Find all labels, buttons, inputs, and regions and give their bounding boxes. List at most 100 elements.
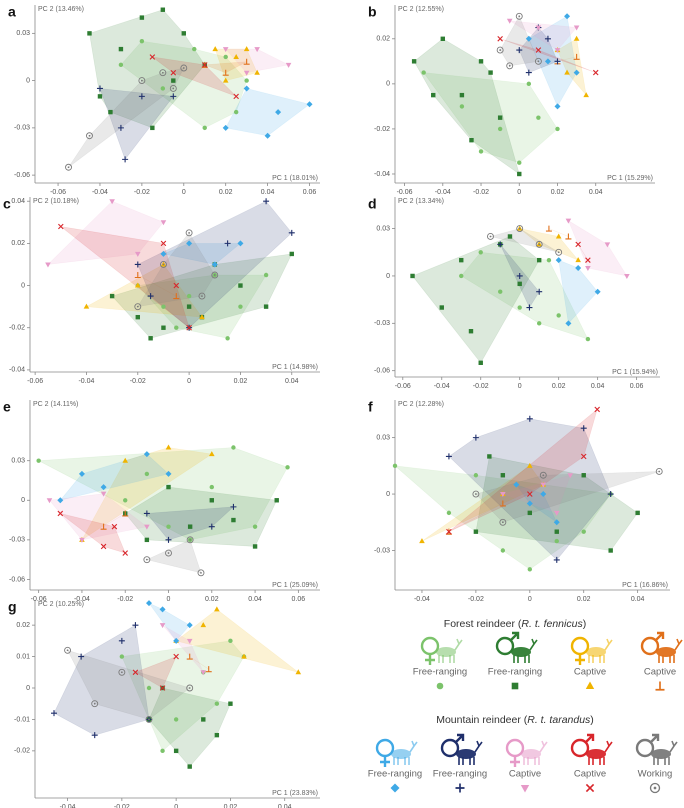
x-tick-label: 0.04 — [278, 804, 292, 808]
point — [228, 638, 233, 644]
point — [525, 35, 532, 42]
legend-item: Captive — [505, 738, 548, 793]
center-dot — [658, 470, 661, 473]
point — [146, 685, 152, 691]
y-tick-label: 0.02 — [11, 240, 25, 247]
y-tick-label: 0 — [21, 497, 25, 504]
square — [187, 764, 192, 769]
dot — [536, 115, 541, 120]
point — [171, 78, 176, 83]
point — [431, 92, 436, 98]
square — [108, 109, 113, 115]
dot — [478, 250, 483, 255]
triangle — [208, 451, 215, 457]
panel: -0.06 -0.04 -0.02 0 0.02 0.04-0.04-0.0200.020… — [3, 196, 320, 385]
point — [222, 47, 229, 53]
legend-marker — [649, 782, 661, 794]
center-dot — [501, 521, 504, 524]
point — [555, 233, 562, 239]
square — [431, 92, 436, 98]
center-dot — [161, 71, 164, 74]
sex-symbol-arrow — [510, 631, 520, 641]
cross — [594, 406, 600, 413]
point — [580, 453, 587, 460]
point — [186, 536, 194, 544]
x-tick-label: -0.02 — [473, 383, 489, 390]
ring — [649, 782, 661, 794]
point — [498, 289, 503, 294]
plus — [554, 58, 561, 65]
point — [555, 248, 563, 256]
point — [263, 272, 269, 278]
sex-symbol — [570, 636, 590, 656]
plus — [117, 124, 124, 131]
point — [160, 261, 167, 268]
sex-symbol-stem — [380, 756, 390, 767]
point — [575, 265, 582, 272]
y-tick-label: -0.03 — [374, 320, 390, 327]
diamond — [555, 257, 562, 264]
ring — [186, 684, 194, 692]
point — [186, 653, 193, 660]
point — [230, 503, 237, 510]
point — [635, 510, 640, 516]
point — [231, 517, 236, 523]
ring — [515, 12, 523, 20]
point — [264, 132, 271, 139]
triangle — [83, 303, 90, 309]
x-tick-label: 0.02 — [551, 189, 565, 196]
dot — [139, 39, 145, 44]
diamond — [160, 250, 167, 257]
triangle — [212, 46, 219, 52]
point — [536, 288, 543, 295]
point — [165, 549, 172, 557]
y-tick-label: 0 — [21, 282, 25, 289]
point — [201, 717, 206, 722]
perp — [134, 272, 141, 279]
point — [139, 39, 145, 44]
triangle-down — [79, 537, 85, 543]
point — [214, 732, 220, 738]
ring — [516, 225, 524, 233]
x-tick-label: -0.06 — [50, 189, 66, 196]
point — [252, 544, 258, 549]
point — [289, 251, 294, 257]
point — [208, 451, 215, 457]
legend-label: Free-ranging — [488, 667, 542, 678]
point — [187, 524, 193, 529]
point — [564, 69, 570, 75]
x-tick-label: 0.04 — [591, 383, 605, 390]
square — [511, 682, 519, 690]
cross — [233, 93, 239, 100]
diamond — [186, 622, 193, 629]
point — [46, 498, 53, 504]
point — [173, 748, 179, 754]
ring — [159, 69, 167, 77]
point — [604, 242, 611, 248]
sex-symbol — [505, 738, 525, 758]
point — [118, 62, 124, 68]
point — [187, 764, 192, 769]
square — [410, 273, 415, 279]
dot — [263, 272, 269, 278]
triangle — [241, 653, 247, 659]
perp — [205, 666, 212, 673]
point — [198, 292, 206, 300]
y-tick-label: 0 — [26, 77, 30, 84]
plus — [553, 556, 560, 563]
y-axis-label: PC 2 (12.28%) — [398, 401, 444, 408]
plus — [134, 261, 141, 268]
x-tick-label: -0.02 — [473, 189, 489, 196]
ring — [487, 233, 494, 240]
y-tick-label: -0.02 — [14, 748, 30, 755]
square — [635, 510, 640, 516]
ring — [655, 468, 663, 475]
dot — [527, 567, 533, 572]
x-tick-label: 0.04 — [285, 378, 299, 385]
point — [159, 69, 167, 77]
x-tick-label: -0.06 — [27, 378, 43, 385]
legend-label: Free-ranging — [413, 667, 467, 678]
point — [165, 536, 172, 543]
legend-marker — [520, 785, 530, 793]
legend-marker — [655, 681, 665, 691]
